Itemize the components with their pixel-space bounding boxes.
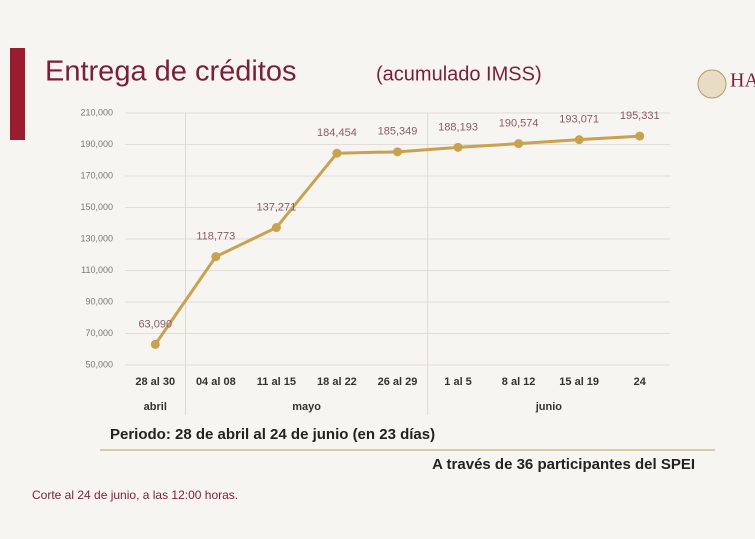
x-tick-label: 26 al 29 bbox=[378, 376, 418, 388]
data-point bbox=[514, 139, 524, 149]
x-tick-label: 8 al 12 bbox=[502, 376, 536, 388]
data-point bbox=[393, 147, 402, 157]
value-label: 184,454 bbox=[317, 127, 357, 139]
y-tick-label: 190,000 bbox=[80, 139, 113, 149]
x-tick-label: 1 al 5 bbox=[444, 376, 472, 388]
data-point bbox=[150, 339, 160, 349]
y-tick-label: 50,000 bbox=[85, 359, 113, 369]
period-note: Periodo: 28 de abril al 24 de junio (en … bbox=[110, 426, 435, 443]
data-point bbox=[574, 135, 584, 145]
group-label: junio bbox=[535, 401, 563, 413]
data-point bbox=[332, 148, 342, 158]
x-tick-label: 18 al 22 bbox=[317, 376, 357, 388]
y-tick-label: 210,000 bbox=[80, 107, 113, 117]
value-label: 63,090 bbox=[138, 318, 172, 330]
data-point bbox=[271, 223, 281, 233]
x-tick-label: 24 bbox=[634, 376, 647, 388]
y-tick-label: 130,000 bbox=[80, 233, 113, 243]
cutoff-note: Corte al 24 de junio, a las 12:00 horas. bbox=[32, 488, 238, 502]
value-label: 195,331 bbox=[620, 110, 660, 122]
accent-bar bbox=[10, 48, 25, 140]
group-label: mayo bbox=[292, 401, 321, 413]
value-label: 188,193 bbox=[438, 121, 478, 133]
participants-note: A través de 36 participantes del SPEI bbox=[432, 456, 695, 473]
value-label: 185,349 bbox=[378, 126, 418, 138]
chart-title: Entrega de créditos bbox=[45, 56, 296, 88]
chart-subtitle: (acumulado IMSS) bbox=[376, 63, 542, 85]
y-tick-label: 170,000 bbox=[80, 170, 113, 180]
x-tick-label: 04 al 08 bbox=[196, 376, 236, 388]
data-point bbox=[635, 131, 645, 141]
x-tick-label: 15 al 19 bbox=[559, 376, 599, 388]
data-point bbox=[453, 142, 463, 152]
y-tick-label: 150,000 bbox=[80, 202, 113, 212]
x-tick-label: 11 al 15 bbox=[257, 376, 296, 388]
y-tick-label: 90,000 bbox=[85, 296, 113, 306]
value-label: 193,071 bbox=[559, 114, 599, 126]
value-label: 137,271 bbox=[257, 201, 297, 213]
y-tick-label: 110,000 bbox=[81, 265, 113, 275]
value-label: 190,574 bbox=[499, 118, 539, 130]
group-label: abril bbox=[144, 401, 167, 413]
x-tick-label: 28 al 30 bbox=[135, 376, 175, 388]
data-point bbox=[211, 252, 221, 262]
logo-text: HA bbox=[730, 70, 755, 92]
y-tick-label: 70,000 bbox=[85, 328, 113, 338]
value-label: 118,773 bbox=[196, 231, 235, 243]
logo-emblem bbox=[697, 69, 727, 99]
